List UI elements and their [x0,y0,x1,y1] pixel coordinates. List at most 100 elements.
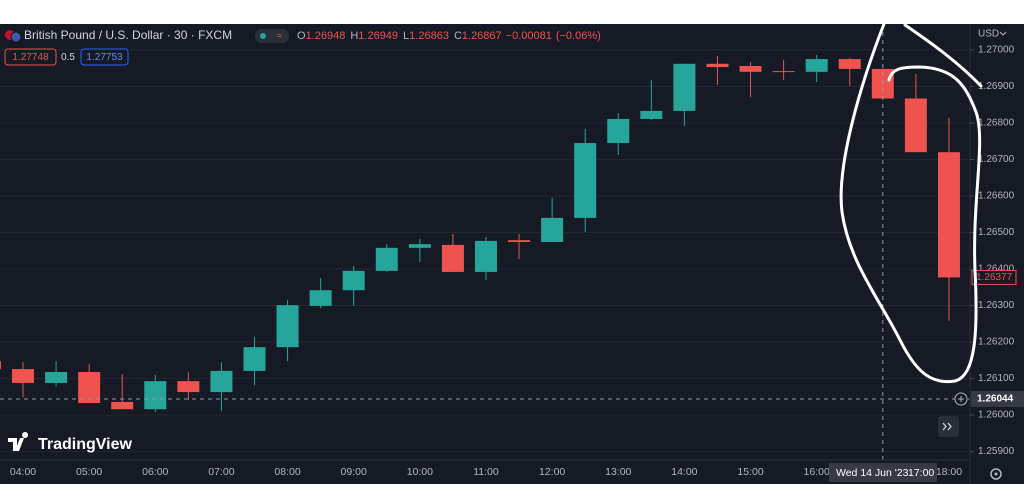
candle-body [474,240,497,272]
candle-body [276,305,299,348]
candle-body [408,244,431,248]
x-tick-label: 11:00 [473,466,499,478]
scroll-icon [942,422,952,431]
buy-button[interactable] [80,48,129,66]
annotation-stroke [903,23,983,88]
candle-body [805,59,828,72]
x-tick-label: 15:00 [737,466,763,478]
ohlc-readout: O1.26948 H1.26949 L1.26863 C1.26867 −0.00081… [297,30,601,42]
top-band [0,0,1024,24]
brand: TradingView [8,432,133,453]
x-tick-label: 09:00 [341,466,367,478]
y-tick-label: 1.26400 [978,264,1015,275]
x-tick-label: 08:00 [274,466,300,478]
header: British Pound / U.S. Dollar · 30 · FXCM … [4,28,601,66]
candle-body [508,240,531,242]
axis-layer: 1.25900 1.26000 1.26100 1.26200 1.26300 1.264… [10,45,1024,482]
change: −0.00081 [506,30,552,42]
y-tick-label: 1.26500 [978,227,1015,238]
brand-name: TradingView [38,436,133,453]
x-tick-label: 12:00 [539,466,565,478]
status-pill[interactable] [255,29,289,43]
candle-body [673,63,696,111]
y-tick-label: 1.26800 [978,118,1015,129]
change-percent: (−0.06%) [556,30,601,42]
x-tick-label: 14:00 [671,466,697,478]
candle-body [177,381,200,393]
spread: 0.5 [61,52,75,63]
ohlc-value: 1.26867 [462,30,502,42]
candle-body [78,371,101,404]
status-icon: ≈ [277,30,282,40]
y-tick-label: 1.26700 [978,154,1015,165]
buy-price: 1.27753 [86,52,123,63]
candle-layer [0,55,960,413]
candle-body [375,247,398,271]
candle-body [640,110,663,119]
candle-body [739,65,762,72]
sell-button[interactable] [4,48,57,66]
x-tick-label: 10:00 [407,466,433,478]
y-tick-label: 1.25900 [978,446,1015,457]
y-tick-label: 1.27000 [978,45,1015,56]
sell-price: 1.27748 [12,52,49,63]
flag-icon [10,31,22,43]
overlay-layer [0,24,970,460]
x-tick-label: 16:00 [804,466,830,478]
candle-body [342,270,365,291]
y-tick-label: 1.26300 [978,300,1015,311]
candle-body [12,369,34,383]
crosshair-price-box [971,391,1024,408]
candle-body [111,401,134,410]
x-tick-label: 07:00 [208,466,234,478]
y-tick-label: 1.26100 [978,373,1015,384]
crosshair-time-label: 17:00 [908,467,934,479]
settings-button[interactable] [990,468,1002,480]
candle-body [541,217,564,242]
crosshair-time-box [829,463,937,482]
annotation-loop [839,22,982,384]
candle-body [706,63,729,68]
symbol-title: British Pound / U.S. Dollar · 30 · FXCM [24,28,232,42]
ohlc-letter: O [297,30,306,42]
candle-body [210,370,233,393]
scroll-to-latest-button[interactable] [938,416,959,437]
last-price-label: 1.26377 [976,272,1013,283]
settings-icon [994,472,998,476]
candle-body [309,290,332,306]
market-status-dot [260,33,266,39]
crosshair-date-label: Wed 14 Jun '23 [836,467,909,479]
y-tick-label: 1.26600 [978,191,1015,202]
ohlc-letter: C [454,30,462,42]
ohlc-letter: L [403,30,409,42]
dropdown-chevron [999,31,1007,36]
candle-body [607,118,630,144]
ohlc-value: 1.26863 [409,30,449,42]
x-tick-label: 13:00 [605,466,631,478]
candle-body [0,361,1,370]
y-tick-label: 1.26200 [978,337,1015,348]
y-tick-label: 1.26900 [978,81,1015,92]
hand-drawn-annotation [839,22,983,384]
candle-body [838,59,861,69]
candle-body [574,143,597,218]
x-tick-label: 04:00 [10,466,36,478]
candle-body [441,244,464,272]
last-price-box [971,269,1017,285]
crosshair-price-label: 1.26044 [977,394,1014,405]
ohlc-value: 1.26948 [306,30,346,42]
candle-body [144,381,167,410]
brand-logo [8,432,29,451]
currency-selector[interactable]: USD [978,29,999,40]
ohlc-letter: H [350,30,358,42]
candle-body [45,371,68,383]
candle-body [937,152,960,278]
ohlc-value: 1.26949 [358,30,398,42]
x-tick-label: 06:00 [142,466,168,478]
x-tick-label: 18:00 [936,466,962,478]
add-alert-icon [958,396,964,403]
x-tick-label: 05:00 [76,466,102,478]
candle-body [243,347,266,371]
